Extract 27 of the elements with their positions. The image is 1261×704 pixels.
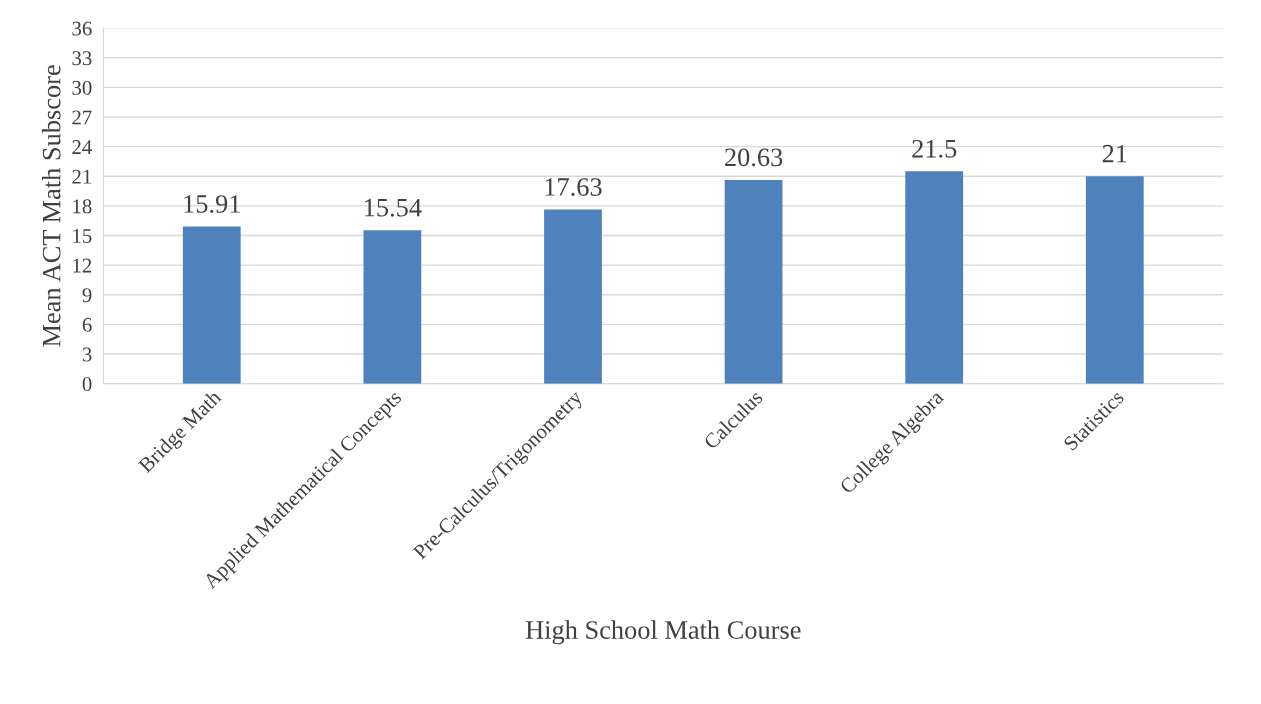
y-tick-label: 3 bbox=[82, 347, 92, 362]
y-tick-label: 12 bbox=[73, 258, 92, 273]
y-tick-label: 27 bbox=[72, 110, 92, 125]
bar bbox=[363, 230, 422, 384]
y-tick-label: 9 bbox=[82, 288, 92, 303]
bar bbox=[905, 171, 964, 384]
y-axis-title: Mean ACT Math Subscore bbox=[41, 65, 61, 347]
y-tick-label: 33 bbox=[72, 51, 92, 66]
y-tick-label: 6 bbox=[82, 317, 92, 332]
data-label: 20.63 bbox=[725, 148, 783, 167]
bar bbox=[544, 209, 602, 384]
y-tick-label: 30 bbox=[72, 80, 92, 95]
y-tick-label: 18 bbox=[73, 199, 92, 214]
y-tick-label: 36 bbox=[72, 21, 92, 36]
data-label: 17.63 bbox=[545, 178, 602, 196]
bar bbox=[724, 179, 783, 384]
y-tick-label: 21 bbox=[72, 169, 92, 184]
data-label: 15.91 bbox=[184, 195, 240, 213]
data-label: 21 bbox=[1102, 144, 1127, 163]
y-tick-label: 24 bbox=[72, 140, 92, 154]
data-label: 21.5 bbox=[912, 139, 957, 158]
y-tick-label: 15 bbox=[73, 229, 92, 243]
bar bbox=[1085, 176, 1144, 384]
bar bbox=[182, 226, 241, 384]
x-axis-title: High School Math Course bbox=[525, 620, 801, 645]
data-label: 15.54 bbox=[365, 198, 422, 217]
y-tick-label: 0 bbox=[82, 377, 92, 392]
